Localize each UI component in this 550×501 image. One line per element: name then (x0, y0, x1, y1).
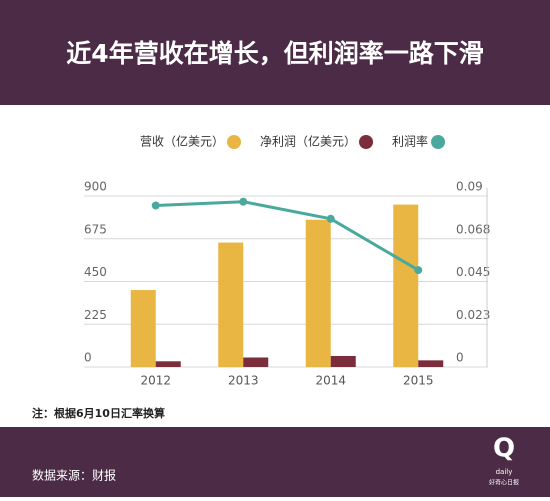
legend-label: 营收（亿美元） (140, 134, 224, 149)
y-tick-label: 450 (84, 265, 107, 279)
x-tick-label: 2014 (315, 374, 346, 388)
bar (155, 361, 181, 367)
bar (330, 355, 356, 367)
bar (305, 219, 331, 367)
legend-label: 利润率 (392, 134, 428, 149)
line-point (151, 201, 160, 210)
y2-tick-label: 0.023 (456, 308, 490, 322)
bar (218, 242, 244, 367)
legend-label: 净利润（亿美元） (260, 134, 356, 149)
chart-title: 近4年营收在增长，但利润率一路下滑 (66, 39, 483, 68)
x-tick-label: 2015 (403, 374, 434, 388)
bar (393, 204, 419, 367)
line-point (414, 266, 423, 275)
y2-tick-label: 0.09 (456, 180, 483, 194)
chart-bg (0, 105, 550, 427)
logo-name: 好奇心日报 (489, 479, 519, 487)
y-tick-label: 900 (84, 180, 107, 194)
legend-swatch (431, 135, 446, 149)
legend-swatch (359, 135, 374, 149)
line-point (239, 197, 248, 206)
line-point (326, 214, 335, 223)
x-tick-label: 2012 (140, 374, 171, 388)
y2-tick-label: 0.045 (456, 265, 490, 279)
header-bg (0, 0, 550, 105)
legend-swatch (227, 135, 242, 149)
bar (418, 360, 444, 367)
y-tick-label: 675 (84, 222, 107, 236)
y2-tick-label: 0 (456, 351, 464, 365)
note: 注：根据6月10日汇率换算 (32, 406, 165, 420)
logo: Q (493, 434, 515, 464)
source: 数据来源：财报 (32, 468, 116, 483)
line (155, 200, 420, 272)
footer-bg (0, 427, 550, 497)
logo-sub: daily (496, 468, 513, 476)
y-tick-label: 0 (84, 351, 92, 365)
y2-tick-label: 0.068 (456, 222, 490, 236)
x-tick-label: 2013 (228, 374, 259, 388)
bar (130, 290, 156, 367)
bar (243, 357, 269, 367)
y-tick-label: 225 (84, 308, 107, 322)
